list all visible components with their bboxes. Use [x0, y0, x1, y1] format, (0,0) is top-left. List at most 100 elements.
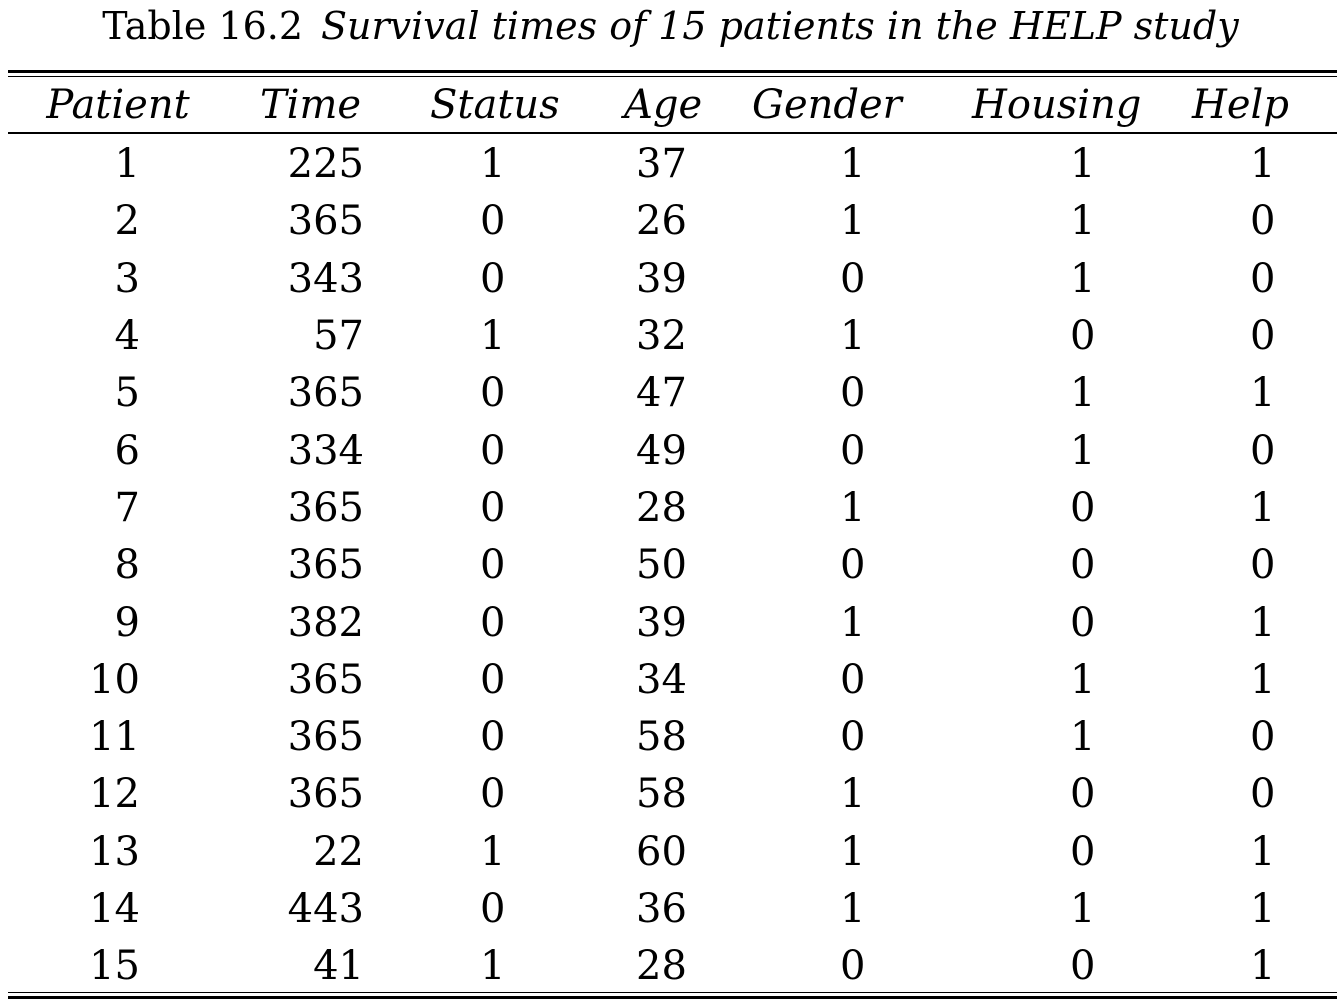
bottom-rule-thin [8, 992, 1337, 993]
cell-age: 47 [636, 370, 687, 417]
table-row: 9 382 0 39 1 0 1 [0, 594, 1341, 651]
cell-help: 1 [1250, 141, 1276, 188]
cell-housing: 1 [1070, 714, 1096, 761]
cell-help: 0 [1250, 771, 1276, 818]
cell-status: 0 [480, 542, 506, 589]
cell-gender: 0 [840, 714, 866, 761]
cell-help: 1 [1250, 656, 1276, 703]
cell-gender: 1 [840, 771, 866, 818]
cell-help: 0 [1250, 427, 1276, 474]
cell-help: 1 [1250, 370, 1276, 417]
table-row: 15 41 1 28 0 0 1 [0, 938, 1341, 995]
cell-housing: 0 [1070, 484, 1096, 531]
cell-patient: 11 [89, 714, 140, 761]
table-row: 7 365 0 28 1 0 1 [0, 480, 1341, 537]
cell-gender: 0 [840, 943, 866, 990]
cell-time: 365 [287, 542, 364, 589]
table-caption: Table 16.2 Survival times of 15 patients … [0, 0, 1341, 52]
table-row: 10 365 0 34 0 1 1 [0, 652, 1341, 709]
column-header-time: Time [260, 82, 362, 128]
cell-gender: 0 [840, 255, 866, 302]
cell-patient: 15 [89, 943, 140, 990]
cell-gender: 1 [840, 313, 866, 360]
table-row: 3 343 0 39 0 1 0 [0, 251, 1341, 308]
top-rule-thick [8, 70, 1337, 73]
cell-housing: 1 [1070, 255, 1096, 302]
cell-status: 0 [480, 370, 506, 417]
table-row: 1 225 1 37 1 1 1 [0, 132, 1341, 193]
cell-help: 0 [1250, 255, 1276, 302]
cell-age: 37 [636, 141, 687, 188]
cell-time: 334 [287, 427, 364, 474]
cell-patient: 8 [114, 542, 140, 589]
column-header-patient: Patient [46, 82, 190, 128]
cell-patient: 7 [114, 484, 140, 531]
cell-help: 0 [1250, 313, 1276, 360]
cell-housing: 1 [1070, 427, 1096, 474]
cell-housing: 1 [1070, 656, 1096, 703]
column-header-age: Age [624, 82, 703, 128]
cell-patient: 13 [89, 828, 140, 875]
cell-time: 382 [287, 599, 364, 646]
cell-housing: 0 [1070, 943, 1096, 990]
cell-patient: 6 [114, 427, 140, 474]
cell-status: 0 [480, 886, 506, 932]
cell-help: 0 [1250, 542, 1276, 589]
cell-patient: 1 [114, 141, 140, 188]
cell-housing: 0 [1070, 828, 1096, 875]
survival-table: Patient Time Status Age Gender Housing H… [0, 78, 1341, 995]
header-rule [8, 132, 1337, 134]
cell-time: 365 [287, 198, 364, 245]
cell-time: 365 [287, 484, 364, 531]
cell-status: 0 [480, 599, 506, 646]
cell-housing: 0 [1070, 313, 1096, 360]
cell-time: 443 [287, 886, 364, 932]
cell-age: 39 [636, 599, 687, 646]
cell-patient: 4 [114, 313, 140, 360]
cell-gender: 1 [840, 886, 866, 932]
cell-time: 343 [287, 255, 364, 302]
top-rule-thin [8, 76, 1337, 77]
table-row: 5 365 0 47 0 1 1 [0, 365, 1341, 422]
column-header-help: Help [1192, 82, 1289, 128]
cell-status: 1 [480, 943, 506, 990]
cell-status: 0 [480, 656, 506, 703]
cell-gender: 1 [840, 599, 866, 646]
table-row: 13 22 1 60 1 0 1 [0, 824, 1341, 881]
cell-status: 0 [480, 714, 506, 761]
cell-housing: 0 [1070, 771, 1096, 818]
table-row: 2 365 0 26 1 1 0 [0, 193, 1341, 250]
cell-time: 365 [287, 656, 364, 703]
cell-age: 39 [636, 255, 687, 302]
cell-time: 57 [313, 313, 364, 360]
cell-gender: 0 [840, 656, 866, 703]
cell-age: 36 [636, 886, 687, 932]
cell-age: 34 [636, 656, 687, 703]
cell-status: 0 [480, 771, 506, 818]
cell-status: 0 [480, 198, 506, 245]
cell-patient: 12 [89, 771, 140, 818]
cell-patient: 2 [114, 198, 140, 245]
cell-status: 0 [480, 427, 506, 474]
table-number: Table 16.2 [102, 4, 304, 48]
cell-time: 22 [313, 828, 364, 875]
column-header-status: Status [430, 82, 560, 128]
cell-age: 58 [636, 771, 687, 818]
cell-age: 60 [636, 828, 687, 875]
cell-time: 365 [287, 771, 364, 818]
cell-help: 0 [1250, 714, 1276, 761]
cell-time: 365 [287, 714, 364, 761]
table-row: 6 334 0 49 0 1 0 [0, 422, 1341, 479]
cell-age: 49 [636, 427, 687, 474]
column-header-housing: Housing [972, 82, 1142, 128]
cell-time: 41 [313, 943, 364, 990]
table-row: 14 443 0 36 1 1 1 [0, 881, 1341, 938]
table-row: 12 365 0 58 1 0 0 [0, 766, 1341, 823]
cell-help: 1 [1250, 886, 1276, 932]
column-header-gender: Gender [752, 82, 902, 128]
cell-housing: 1 [1070, 198, 1096, 245]
cell-housing: 0 [1070, 542, 1096, 589]
cell-gender: 1 [840, 198, 866, 245]
cell-age: 50 [636, 542, 687, 589]
cell-patient: 14 [89, 886, 140, 932]
